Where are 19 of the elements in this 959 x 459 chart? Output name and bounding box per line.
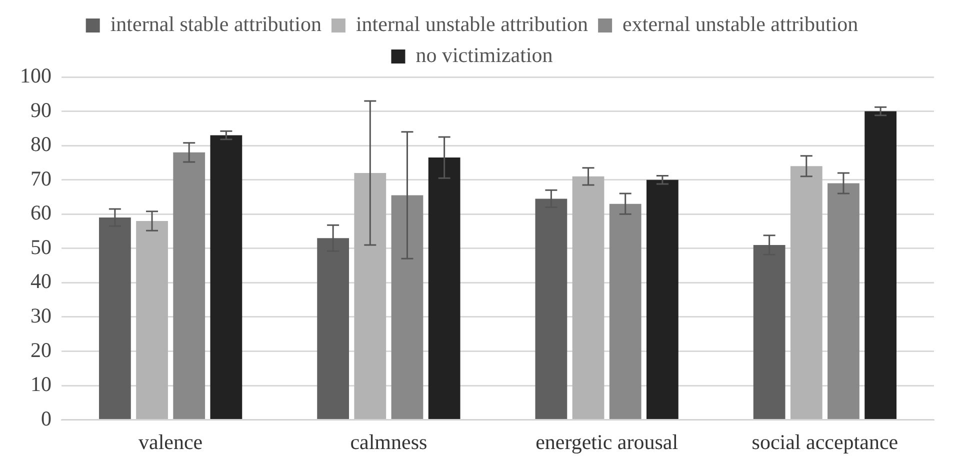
y-tick-label: 90 <box>30 98 52 122</box>
x-tick-label: calmness <box>350 430 428 454</box>
legend-label: internal stable attribution <box>110 12 322 36</box>
y-tick-label: 60 <box>30 200 52 225</box>
x-tick-label: social acceptance <box>752 430 898 454</box>
legend-label: external unstable attribution <box>622 12 859 36</box>
y-tick-label: 70 <box>30 166 52 190</box>
y-tick-label: 40 <box>30 269 52 294</box>
y-tick-label: 0 <box>41 406 52 430</box>
y-tick-label: 80 <box>30 132 52 156</box>
x-tick-label: valence <box>138 430 203 454</box>
y-tick-label: 100 <box>20 64 52 88</box>
y-tick-label: 20 <box>30 338 52 362</box>
y-tick-label: 50 <box>30 234 52 259</box>
legend-label: internal unstable attribution <box>356 12 589 36</box>
legend-label: no victimization <box>416 43 554 68</box>
y-tick-label: 10 <box>30 372 52 396</box>
y-tick-label: 30 <box>30 303 52 328</box>
x-tick-label: energetic arousal <box>536 430 678 454</box>
